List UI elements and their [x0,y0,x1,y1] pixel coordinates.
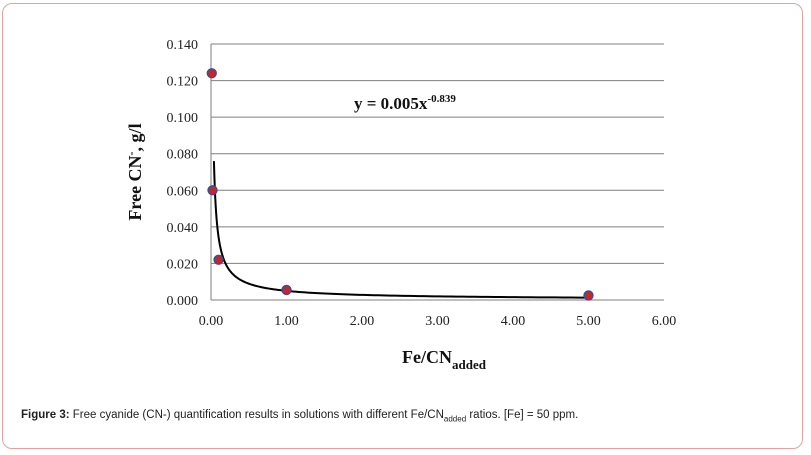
y-tick-labels: 0.000 0.020 0.040 0.060 0.080 0.100 0.120 0.140 [167,38,199,309]
gridlines [211,43,664,264]
trendline-equation: y = 0.005x-0.839 [354,93,456,113]
caption-text-end: ratios. [Fe] = 50 ppm. [466,409,579,421]
y-tick-label: 0.100 [167,111,199,126]
y-tick-label: 0.140 [167,38,199,53]
x-tick-label: 0.00 [199,314,224,329]
y-tick-label: 0.080 [167,148,199,163]
data-point [206,68,217,79]
x-tick-label: 2.00 [350,314,375,329]
caption-subscript: added [443,414,467,424]
x-tick-label: 4.00 [501,314,526,329]
figure-frame [2,3,803,449]
caption-lead: Figure 3: [21,409,70,421]
x-tick-label: 1.00 [274,314,299,329]
x-tick-labels: 0.00 1.00 2.00 3.00 4.00 5.00 6.00 [199,314,677,329]
y-tick-label: 0.060 [167,184,199,199]
data-point [213,254,224,265]
caption-text: Free cyanide (CN-) quantification result… [69,409,444,421]
x-tick-label: 6.00 [652,314,677,329]
x-tick-label: 5.00 [576,314,601,329]
trendline [212,161,589,299]
data-point [281,284,292,296]
x-axis-title: Fe/CNadded [402,347,487,372]
figure-caption: Figure 3: Free cyanide (CN-) quantificat… [21,409,791,423]
data-points [206,68,594,301]
y-axis-title: Free CN-, g/l [124,123,145,220]
y-tick-label: 0.120 [167,75,199,90]
data-point [207,185,218,196]
y-tick-label: 0.040 [167,221,199,236]
x-tick-label: 3.00 [425,314,450,329]
data-point [583,290,594,301]
y-tick-label: 0.000 [167,294,199,309]
y-tick-label: 0.020 [167,257,199,272]
